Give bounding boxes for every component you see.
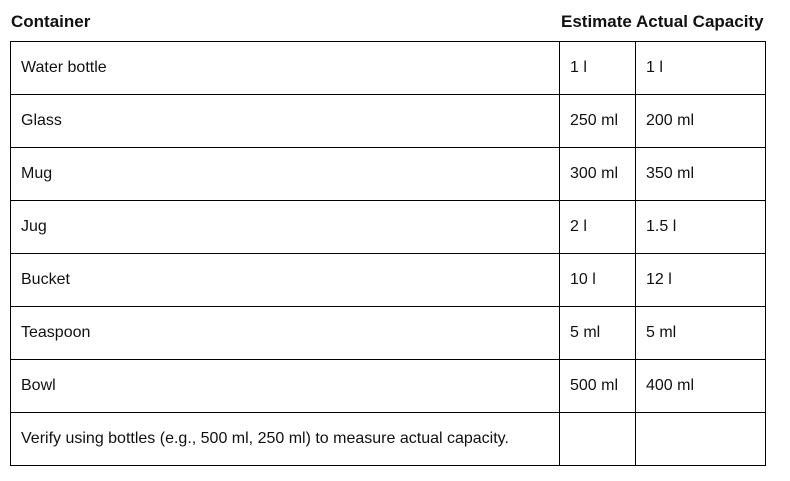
- container-cell: Bucket: [10, 253, 560, 307]
- estimate-cell: 10 l: [559, 253, 636, 307]
- container-cell: Bowl: [10, 359, 560, 413]
- estimate-cell: 5 ml: [559, 306, 636, 360]
- table-row: Teaspoon 5 ml 5 ml: [10, 306, 766, 360]
- container-cell: Teaspoon: [10, 306, 560, 360]
- container-cell: Jug: [10, 200, 560, 254]
- actual-cell: [635, 412, 766, 466]
- actual-cell: 400 ml: [635, 359, 766, 413]
- actual-cell: 200 ml: [635, 94, 766, 148]
- estimate-cell: 1 l: [559, 41, 636, 95]
- table-row: Water bottle 1 l 1 l: [10, 41, 766, 95]
- table-row: Verify using bottles (e.g., 500 ml, 250 …: [10, 412, 766, 466]
- container-cell: Mug: [10, 147, 560, 201]
- table-row: Bucket 10 l 12 l: [10, 253, 766, 307]
- estimate-cell: 2 l: [559, 200, 636, 254]
- column-header-estimate: Estimate: [561, 12, 632, 31]
- estimate-cell: [559, 412, 636, 466]
- table-row: Bowl 500 ml 400 ml: [10, 359, 766, 413]
- container-cell: Water bottle: [10, 41, 560, 95]
- table-row: Mug 300 ml 350 ml: [10, 147, 766, 201]
- actual-cell: 12 l: [635, 253, 766, 307]
- verification-note-cell: Verify using bottles (e.g., 500 ml, 250 …: [10, 412, 560, 466]
- estimate-cell: 300 ml: [559, 147, 636, 201]
- actual-cell: 350 ml: [635, 147, 766, 201]
- estimate-cell: 500 ml: [559, 359, 636, 413]
- table-row: Glass 250 ml 200 ml: [10, 94, 766, 148]
- column-header-actual-capacity: Actual Capacity: [636, 12, 764, 31]
- column-header-container: Container: [11, 12, 91, 31]
- container-cell: Glass: [10, 94, 560, 148]
- table-row: Jug 2 l 1.5 l: [10, 200, 766, 254]
- actual-cell: 1 l: [635, 41, 766, 95]
- estimate-cell: 250 ml: [559, 94, 636, 148]
- actual-cell: 1.5 l: [635, 200, 766, 254]
- capacity-table: Water bottle 1 l 1 l Glass 250 ml 200 ml…: [10, 41, 766, 466]
- actual-cell: 5 ml: [635, 306, 766, 360]
